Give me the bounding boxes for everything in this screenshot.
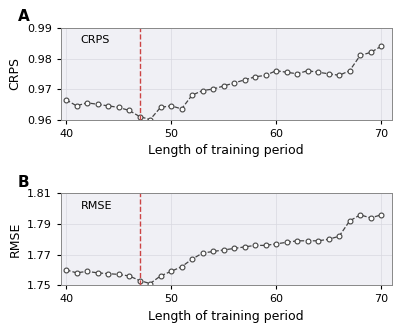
Text: A: A bbox=[18, 9, 30, 24]
Y-axis label: CRPS: CRPS bbox=[8, 57, 21, 90]
Y-axis label: RMSE: RMSE bbox=[8, 221, 21, 257]
Text: B: B bbox=[18, 175, 30, 190]
X-axis label: Length of training period: Length of training period bbox=[148, 310, 304, 323]
Text: RMSE: RMSE bbox=[81, 201, 112, 211]
X-axis label: Length of training period: Length of training period bbox=[148, 144, 304, 157]
Text: CRPS: CRPS bbox=[81, 35, 110, 45]
